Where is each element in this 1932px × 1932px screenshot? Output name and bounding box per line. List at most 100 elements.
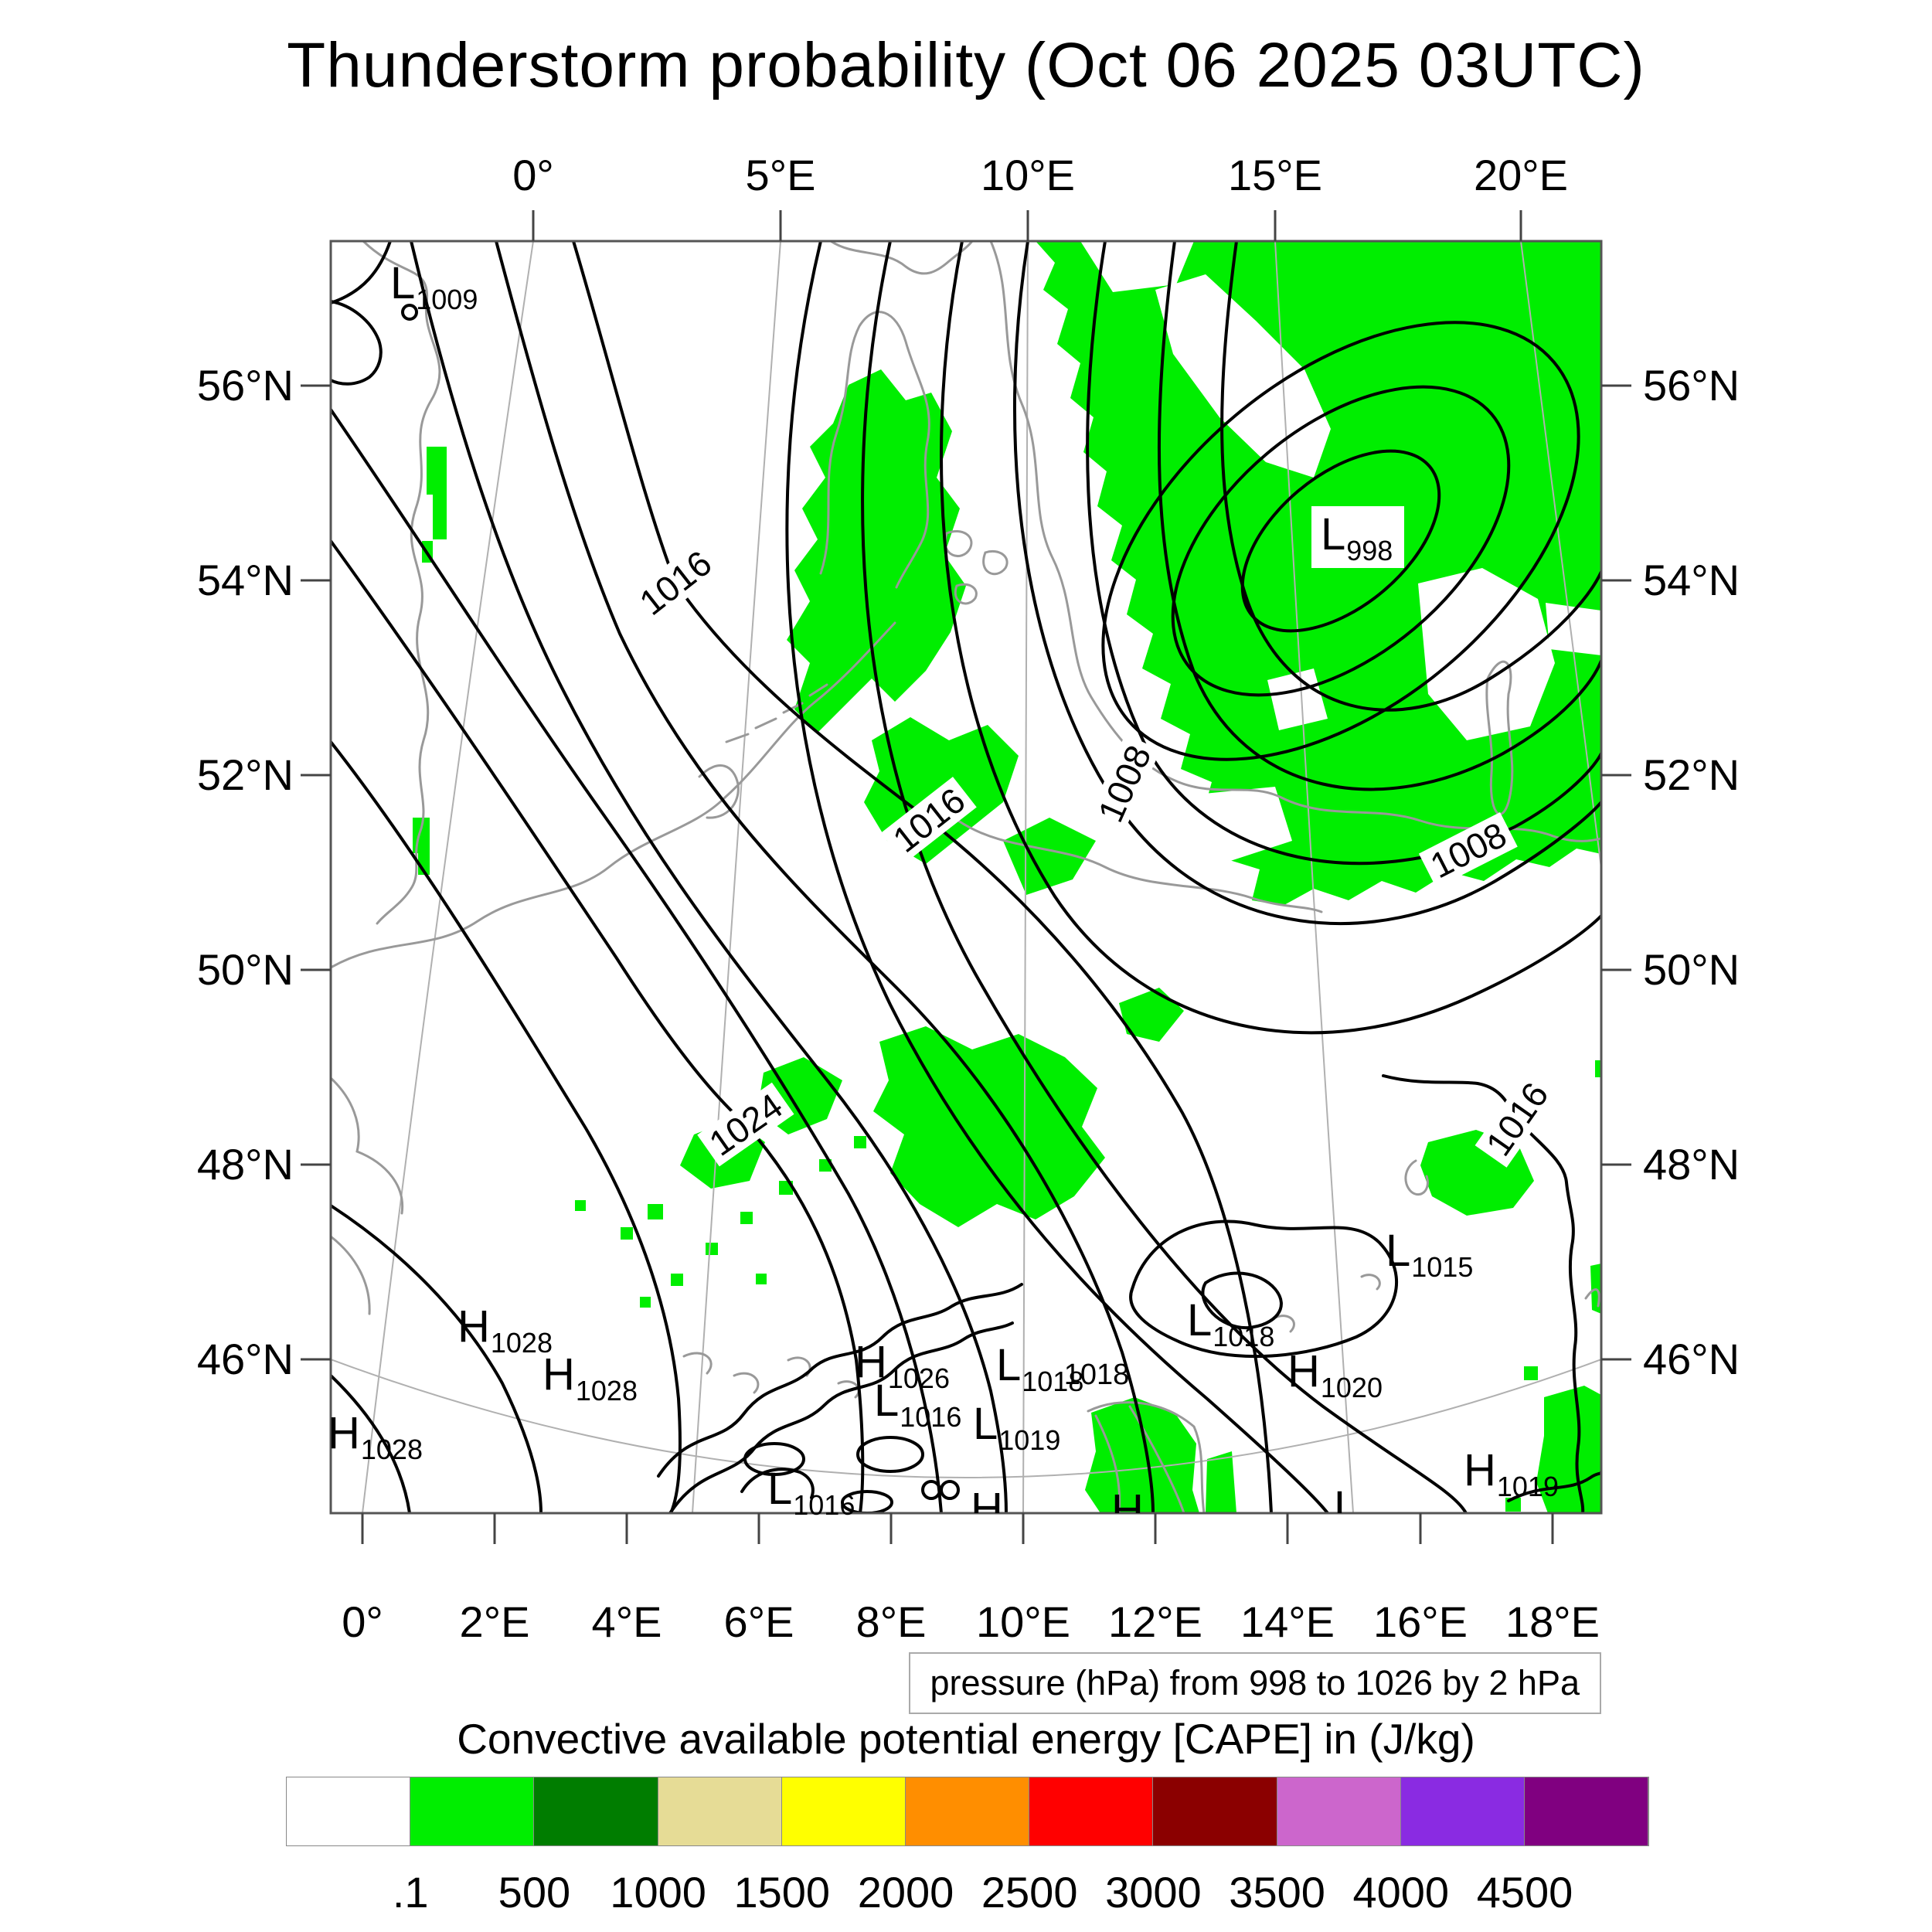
page-title: Thunderstorm probability (Oct 06 2025 03… xyxy=(287,30,1645,100)
pressure-center-value: 1018 xyxy=(1213,1321,1275,1352)
pressure-center-value: 1015 xyxy=(1411,1251,1474,1283)
left-axis-label: 54°N xyxy=(196,556,294,604)
pressure-center-letter: L xyxy=(390,258,416,308)
pressure-center-value: 1016 xyxy=(900,1401,962,1433)
pressure-center-letter: H xyxy=(543,1349,575,1400)
cape-holes-layer xyxy=(1080,241,1601,864)
cape-colorbar-tick-label: 3500 xyxy=(1229,1868,1325,1917)
pressure-center-L1018: L1018 xyxy=(996,1340,1083,1396)
cape-colorbar-tick-label: 4000 xyxy=(1352,1868,1450,1917)
cape-colorbar-cell xyxy=(906,1777,1030,1845)
pressure-center-L1016: L1016 xyxy=(767,1464,855,1519)
right-axis-label: 54°N xyxy=(1643,556,1740,604)
pressure-center-letter: H xyxy=(1111,1485,1144,1514)
cape-colorbar-cell xyxy=(781,1777,906,1845)
axis-ticks xyxy=(301,210,1631,1544)
right-axis-label: 50°N xyxy=(1643,945,1740,994)
pressure-markers-clipped: H1020H1018L1017 xyxy=(331,241,1601,1514)
pressure-center-H1028: H1028 xyxy=(328,1408,423,1464)
graticule-layer xyxy=(331,241,1601,1513)
cape-colorbar-cell xyxy=(1277,1777,1401,1845)
cape-colorbar-tick-label: 2000 xyxy=(857,1868,954,1917)
left-axis-label: 52°N xyxy=(196,750,294,799)
pressure-center-H1018: H1018 xyxy=(1111,1485,1206,1514)
pressure-center-letter: L xyxy=(1187,1295,1213,1345)
right-axis-label: 52°N xyxy=(1643,750,1740,799)
pressure-center-L1019: L1019 xyxy=(973,1399,1060,1454)
bottom-axis-label: 16°E xyxy=(1372,1597,1468,1646)
pressure-center-value: 1028 xyxy=(360,1434,423,1465)
pressure-center-H1026: H1026 xyxy=(855,1340,950,1393)
pressure-center-H1020: H1020 xyxy=(971,1484,1066,1514)
pressure-caption: pressure (hPa) from 998 to 1026 by 2 hPa xyxy=(908,1652,1601,1714)
cape-colorbar-tick-label: .1 xyxy=(392,1868,429,1917)
bottom-axis-label: 2°E xyxy=(459,1597,530,1646)
pressure-center-letter: H xyxy=(971,1484,1003,1514)
pressure-center-letter: H xyxy=(1287,1346,1320,1396)
cape-colorbar-cell xyxy=(1525,1777,1649,1845)
top-axis-label: 15°E xyxy=(1227,151,1323,199)
cape-colorbar-tick-label: 1000 xyxy=(610,1868,706,1917)
pressure-center-H1019: H1019 xyxy=(1464,1445,1559,1501)
pressure-center-value: 1018 xyxy=(1022,1366,1084,1397)
pressure-center-value: 1019 xyxy=(1496,1471,1559,1502)
pressure-center-L998: L998 xyxy=(1311,506,1405,568)
pressure-center-L1015: L1015 xyxy=(1386,1226,1473,1281)
pressure-center-H1028: H1028 xyxy=(457,1301,553,1357)
pressure-center-H1020: H1020 xyxy=(1287,1346,1383,1402)
cape-colorbar-tick-label: 1500 xyxy=(733,1868,831,1917)
top-axis-label: 0° xyxy=(512,151,554,199)
pressure-center-value: 1009 xyxy=(416,284,478,315)
cape-colorbar-cell xyxy=(410,1777,535,1845)
bottom-axis-label: 6°E xyxy=(723,1597,794,1646)
cape-colorbar-tick-label: 2500 xyxy=(981,1868,1078,1917)
bottom-axis-label: 10°E xyxy=(975,1597,1071,1646)
cape-colorbar-cell xyxy=(534,1777,658,1845)
pressure-center-value: 998 xyxy=(1346,535,1393,566)
cape-colorbar-cell xyxy=(1029,1777,1154,1845)
pressure-center-L1018: L1018 xyxy=(1187,1295,1274,1351)
right-axis-label: 48°N xyxy=(1643,1140,1740,1189)
pressure-center-H1028: H1028 xyxy=(543,1349,638,1405)
bottom-axis-label: 18°E xyxy=(1505,1597,1600,1646)
cape-colorbar-cell xyxy=(1153,1777,1277,1845)
bottom-axis-label: 12°E xyxy=(1107,1597,1203,1646)
left-axis-label: 46°N xyxy=(196,1335,294,1383)
right-axis-label: 46°N xyxy=(1643,1335,1740,1383)
pressure-center-letter: L xyxy=(767,1464,793,1514)
cape-colorbar-cell xyxy=(658,1777,782,1845)
pressure-center-value: 1020 xyxy=(1320,1372,1383,1403)
top-axis-label: 20°E xyxy=(1473,151,1569,199)
pressure-center-value: 1028 xyxy=(490,1327,553,1359)
cape-colorbar-cell xyxy=(287,1777,411,1845)
cape-colorbar-tick-label: 3000 xyxy=(1105,1868,1202,1917)
pressure-center-L1009: L1009 xyxy=(390,258,478,314)
left-axis-label: 56°N xyxy=(196,361,294,410)
pressure-center-value: 1017 xyxy=(1359,1508,1421,1514)
pressure-center-L1017: L1017 xyxy=(1334,1485,1421,1514)
pressure-center-letter: L xyxy=(1386,1226,1411,1276)
pressure-center-value: 1018 xyxy=(1145,1511,1206,1514)
cape-colorbar-tick-label: 500 xyxy=(498,1868,571,1917)
pressure-center-letter: H xyxy=(1464,1445,1496,1495)
top-axis-label: 5°E xyxy=(745,151,816,199)
right-axis-label: 56°N xyxy=(1643,361,1740,410)
pressure-center-value: 1020 xyxy=(1004,1509,1066,1514)
top-axis-label: 10°E xyxy=(980,151,1076,199)
pressure-center-letter: L xyxy=(996,1340,1022,1390)
cape-colorbar: .1 500 1000 1500 2000 2500 3000 3500 4000 4500 xyxy=(286,1777,1650,1917)
map-frame xyxy=(329,240,1603,1515)
pressure-center-letter: H xyxy=(328,1408,360,1458)
left-axis-label: 50°N xyxy=(196,945,294,994)
pressure-center-value: 1026 xyxy=(887,1362,950,1394)
pressure-center-letter: L xyxy=(973,1399,998,1449)
left-axis-label: 48°N xyxy=(196,1140,294,1189)
pressure-center-letter: L xyxy=(1321,509,1346,560)
pressure-center-value: 1016 xyxy=(793,1489,855,1521)
pressure-center-letter: H xyxy=(457,1301,490,1352)
pressure-center-value: 1028 xyxy=(575,1375,638,1406)
isobar-label-1018: 1018 xyxy=(1063,1359,1130,1391)
pressure-center-letter: L xyxy=(874,1376,900,1426)
pressure-center-value: 1019 xyxy=(998,1424,1061,1456)
